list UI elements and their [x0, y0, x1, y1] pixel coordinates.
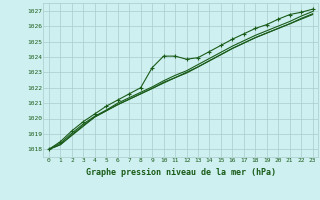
X-axis label: Graphe pression niveau de la mer (hPa): Graphe pression niveau de la mer (hPa) — [86, 168, 276, 177]
